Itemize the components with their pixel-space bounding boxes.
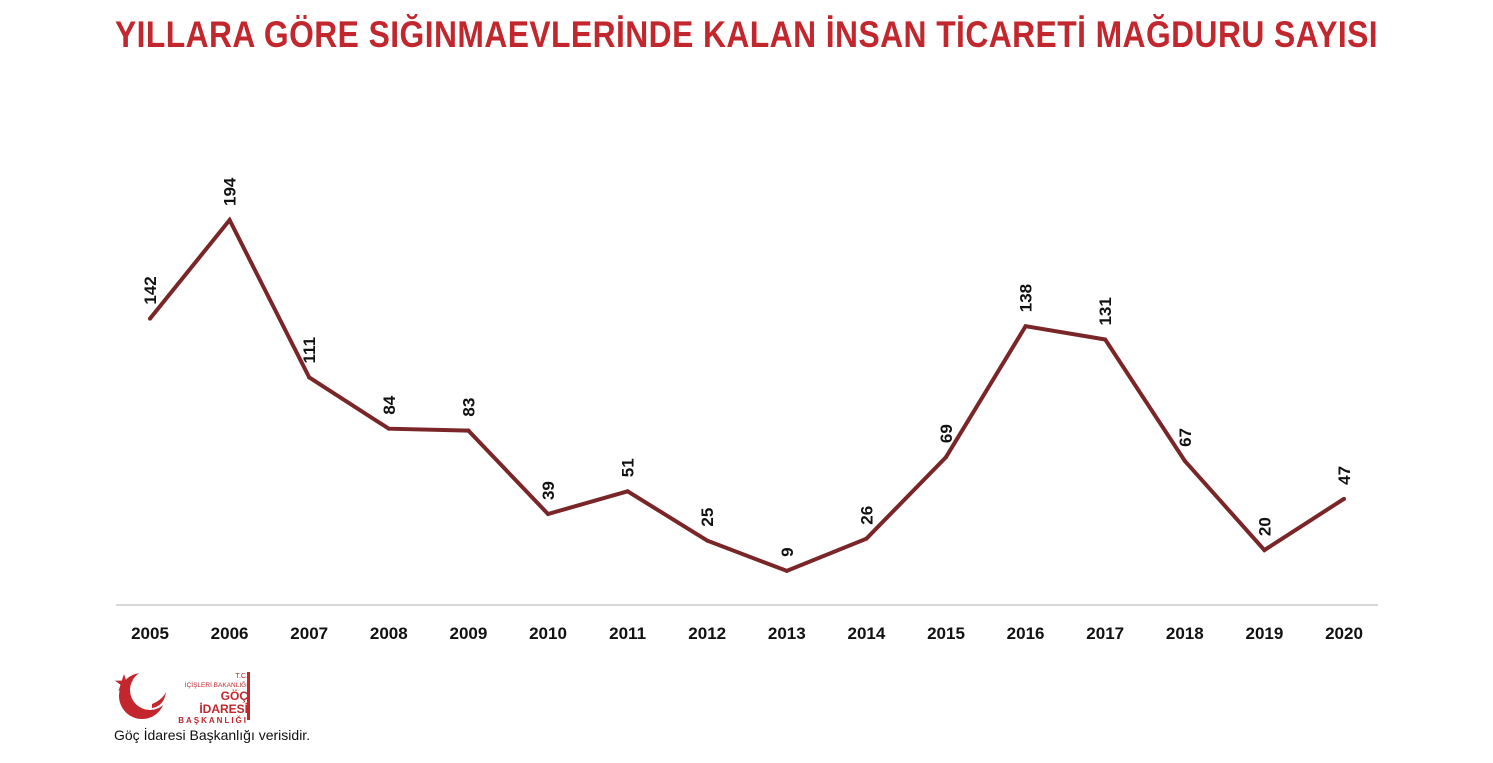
x-tick-label-2005: 2005 [131, 624, 169, 643]
data-point-2017 [1103, 337, 1108, 342]
data-label-2009: 83 [459, 398, 478, 417]
x-tick-label-2013: 2013 [768, 624, 806, 643]
x-tick-label-2017: 2017 [1086, 624, 1124, 643]
x-tick-label-2020: 2020 [1325, 624, 1363, 643]
logo-divider [247, 672, 250, 720]
crescent-star-icon [114, 670, 170, 719]
data-point-2019 [1262, 548, 1267, 553]
data-point-2012 [705, 538, 710, 543]
line-chart: 142 194 111 84 83 39 51 25 9 26 69 138 131 67 20 47 200… [116, 177, 1378, 643]
source-note: Göç İdaresi Başkanlığı verisidir. [114, 727, 311, 743]
x-tick-label-2008: 2008 [370, 624, 408, 643]
chart-title: YILLARA GÖRE SIĞINMAEVLERİNDE KALAN İNSA… [114, 14, 1379, 55]
data-label-2012: 25 [698, 508, 717, 527]
data-label-2010: 39 [539, 481, 558, 500]
data-point-2010 [546, 512, 550, 517]
data-point-2016 [1023, 324, 1028, 329]
x-tick-label-2015: 2015 [927, 624, 965, 643]
x-tick-label-2007: 2007 [290, 624, 328, 643]
data-label-2007: 111 [300, 337, 319, 364]
data-point-2014 [864, 536, 869, 541]
data-point-2011 [625, 489, 630, 494]
data-label-2020: 47 [1335, 466, 1354, 485]
data-point-2007 [307, 375, 312, 380]
data-label-2008: 84 [380, 395, 399, 414]
data-label-2005: 142 [141, 276, 160, 304]
logo-presidency-text: BAŞKANLIĞI [178, 716, 248, 725]
x-tick-label-2010: 2010 [529, 624, 567, 643]
x-tick-label-2019: 2019 [1245, 624, 1283, 643]
logo-ministry-text: İÇİŞLERİ BAKANLIĞI [184, 682, 248, 689]
x-tick-label-2006: 2006 [211, 624, 249, 643]
data-label-2016: 138 [1017, 284, 1036, 312]
x-tick-label-2009: 2009 [449, 624, 487, 643]
data-label-2014: 26 [857, 506, 876, 525]
data-point-2020 [1342, 496, 1346, 501]
series-line [148, 216, 1346, 574]
logo-agency-text: GÖÇ İDARESİ [199, 689, 248, 716]
data-point-2006 [227, 218, 232, 222]
logo-tc-text: T.C. [235, 673, 248, 680]
x-tick-label-2018: 2018 [1166, 624, 1204, 643]
x-tick-label-2012: 2012 [688, 624, 726, 643]
data-point-2009 [466, 428, 471, 433]
data-point-2013 [784, 568, 789, 573]
data-point-2015 [944, 455, 948, 460]
goc-idaresi-logo: T.C. İÇİŞLERİ BAKANLIĞI GÖÇ İDARESİ BAŞK… [114, 670, 264, 725]
data-label-2006: 194 [221, 177, 240, 206]
data-point-2018 [1182, 458, 1187, 463]
x-tick-label-2014: 2014 [847, 624, 885, 643]
data-label-2018: 67 [1176, 428, 1195, 447]
data-label-2013: 9 [778, 547, 797, 556]
data-label-2017: 131 [1096, 297, 1115, 325]
x-tick-label-2011: 2011 [609, 624, 646, 643]
x-tick-label-2016: 2016 [1007, 624, 1045, 643]
data-label-2015: 69 [937, 424, 956, 443]
data-point-2008 [386, 426, 391, 431]
data-label-2011: 51 [619, 458, 638, 477]
data-point-2005 [148, 316, 152, 321]
data-label-2019: 20 [1255, 517, 1274, 536]
